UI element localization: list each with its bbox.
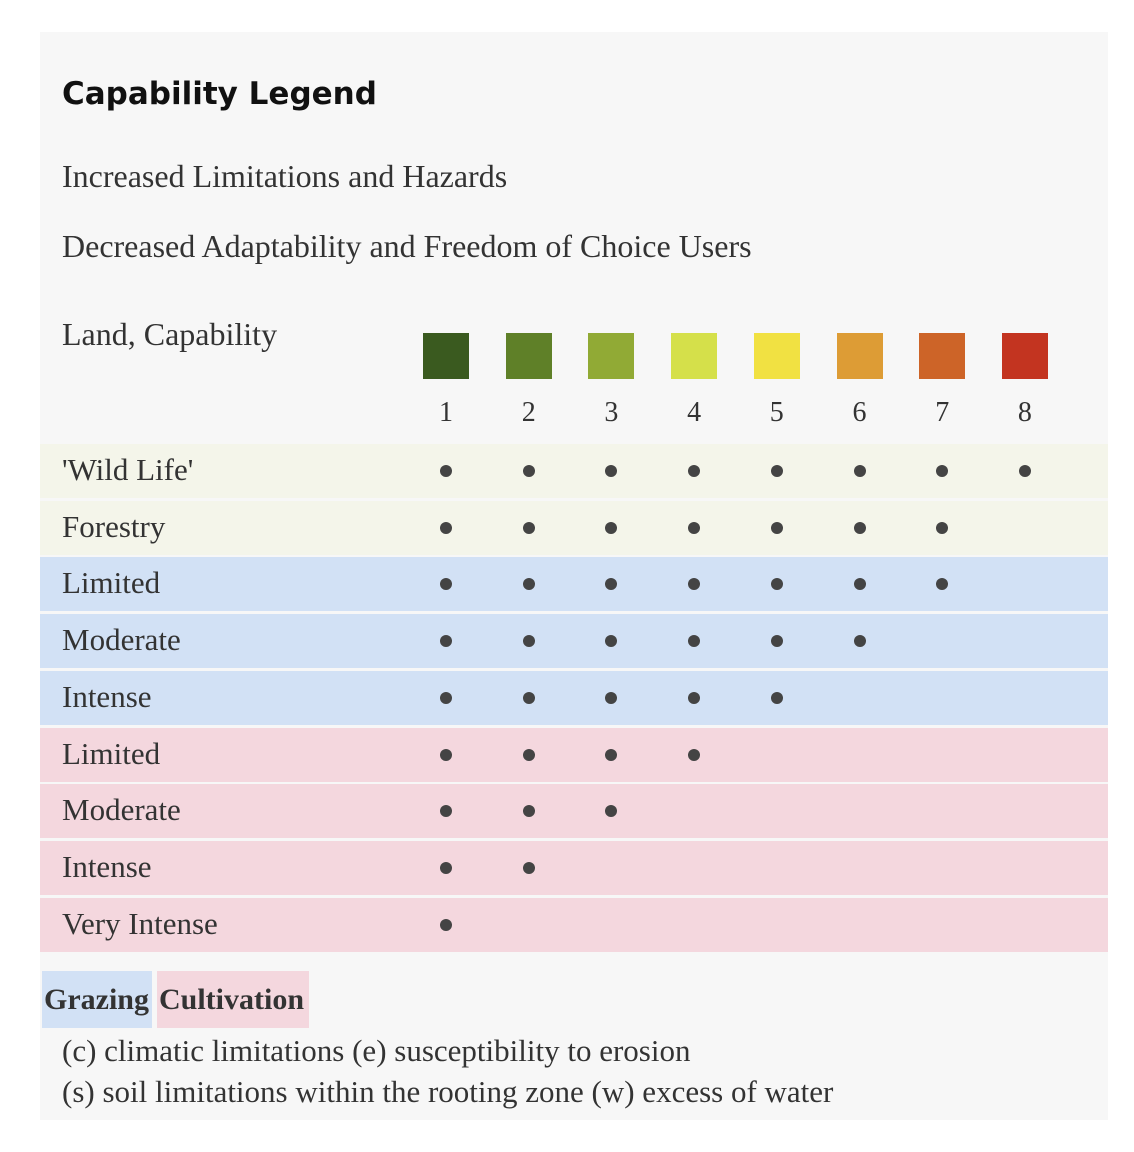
capability-dot-class-2 bbox=[522, 861, 535, 874]
row-label: 'Wild Life' bbox=[62, 452, 194, 487]
class-4-swatch bbox=[671, 333, 718, 379]
legend-title: Capability Legend bbox=[62, 76, 377, 112]
class-6-number: 6 bbox=[852, 397, 867, 428]
grazing-key: Grazing bbox=[42, 971, 152, 1028]
table-row: Moderate bbox=[40, 614, 1108, 669]
capability-dot-class-1 bbox=[440, 578, 452, 591]
capability-dot-class-8 bbox=[1018, 465, 1031, 477]
class-1-number: 1 bbox=[439, 397, 453, 428]
capability-dot-class-6 bbox=[853, 465, 866, 477]
capability-dot-class-2 bbox=[522, 748, 535, 761]
capability-dot-class-4 bbox=[688, 748, 701, 761]
row-label: Moderate bbox=[62, 792, 181, 828]
table-row: 'Wild Life' bbox=[40, 444, 1108, 498]
class-7-number: 7 bbox=[935, 397, 950, 428]
capability-dot-class-1 bbox=[440, 465, 452, 477]
class-5-number: 5 bbox=[769, 397, 784, 428]
capability-dot-class-3 bbox=[605, 635, 618, 648]
capability-dot-class-4 bbox=[688, 521, 701, 534]
capability-dot-class-5 bbox=[770, 691, 783, 704]
class-8-number: 8 bbox=[1017, 397, 1032, 428]
table-row: Forestry bbox=[40, 500, 1108, 555]
class-1-swatch bbox=[423, 333, 469, 379]
capability-dot-class-5 bbox=[770, 465, 783, 477]
capability-dot-class-5 bbox=[770, 521, 783, 534]
capability-dot-class-1 bbox=[440, 918, 452, 931]
capability-dot-class-2 bbox=[522, 521, 535, 534]
class-4-number: 4 bbox=[687, 397, 702, 428]
capability-dot-class-1 bbox=[440, 805, 452, 818]
class-5-swatch bbox=[753, 333, 800, 379]
capability-dot-class-7 bbox=[936, 465, 949, 477]
class-2-number: 2 bbox=[521, 397, 536, 428]
capability-dot-class-4 bbox=[688, 578, 701, 591]
table-row: Limited bbox=[40, 557, 1108, 612]
capability-dot-class-7 bbox=[936, 578, 949, 591]
capability-dot-class-5 bbox=[770, 578, 783, 591]
capability-dot-class-6 bbox=[853, 578, 866, 591]
row-label: Intense bbox=[62, 678, 152, 714]
capability-dot-class-5 bbox=[770, 635, 783, 648]
capability-dot-class-1 bbox=[440, 521, 452, 534]
capability-dot-class-4 bbox=[688, 635, 701, 648]
class-7-swatch bbox=[919, 333, 966, 379]
capability-dot-class-3 bbox=[605, 805, 618, 818]
row-label: Very Intense bbox=[62, 905, 218, 941]
capability-dot-class-1 bbox=[440, 748, 452, 761]
capability-dot-class-3 bbox=[605, 578, 618, 591]
row-label: Intense bbox=[62, 848, 152, 884]
capability-dot-class-6 bbox=[853, 635, 866, 648]
capability-legend-panel: Capability Legend Increased Limitations … bbox=[40, 32, 1108, 1120]
subtitle-increased-limitations: Increased Limitations and Hazards bbox=[62, 158, 508, 194]
limitations-note-1: (c) climatic limitations (e) susceptibil… bbox=[62, 1033, 691, 1068]
capability-dot-class-2 bbox=[522, 465, 535, 477]
class-3-swatch bbox=[588, 333, 635, 379]
capability-dot-class-1 bbox=[440, 691, 452, 704]
row-label: Forestry bbox=[62, 508, 166, 544]
land-capability-label: Land, Capability bbox=[62, 316, 278, 352]
capability-dot-class-3 bbox=[605, 521, 618, 534]
capability-dot-class-7 bbox=[936, 521, 949, 534]
capability-dot-class-3 bbox=[605, 748, 618, 761]
class-8-swatch bbox=[1001, 333, 1048, 379]
cultivation-key: Cultivation bbox=[157, 971, 309, 1028]
capability-dot-class-1 bbox=[440, 861, 452, 874]
row-label: Moderate bbox=[62, 622, 181, 658]
row-label: Limited bbox=[62, 735, 161, 771]
subtitle-decreased-adaptability: Decreased Adaptability and Freedom of Ch… bbox=[62, 228, 752, 264]
capability-dot-class-1 bbox=[440, 635, 452, 648]
capability-dot-class-2 bbox=[522, 691, 535, 704]
limitations-note-2: (s) soil limitations within the rooting … bbox=[62, 1074, 834, 1109]
class-2-swatch bbox=[505, 333, 552, 379]
capability-dot-class-6 bbox=[853, 521, 866, 534]
table-row: Very Intense bbox=[40, 897, 1108, 952]
class-6-swatch bbox=[836, 333, 883, 379]
class-3-number: 3 bbox=[604, 397, 619, 428]
table-row: Intense bbox=[40, 840, 1108, 895]
table-row: Moderate bbox=[40, 784, 1108, 839]
capability-dot-class-2 bbox=[522, 805, 535, 818]
row-label: Limited bbox=[62, 565, 161, 601]
capability-dot-class-2 bbox=[522, 578, 535, 591]
capability-dot-class-3 bbox=[605, 691, 618, 704]
capability-dot-class-4 bbox=[688, 691, 701, 704]
table-row: Limited bbox=[40, 727, 1108, 782]
capability-dot-class-4 bbox=[688, 465, 701, 477]
table-row: Intense bbox=[40, 670, 1108, 725]
capability-dot-class-2 bbox=[522, 635, 535, 648]
capability-dot-class-3 bbox=[605, 465, 618, 477]
